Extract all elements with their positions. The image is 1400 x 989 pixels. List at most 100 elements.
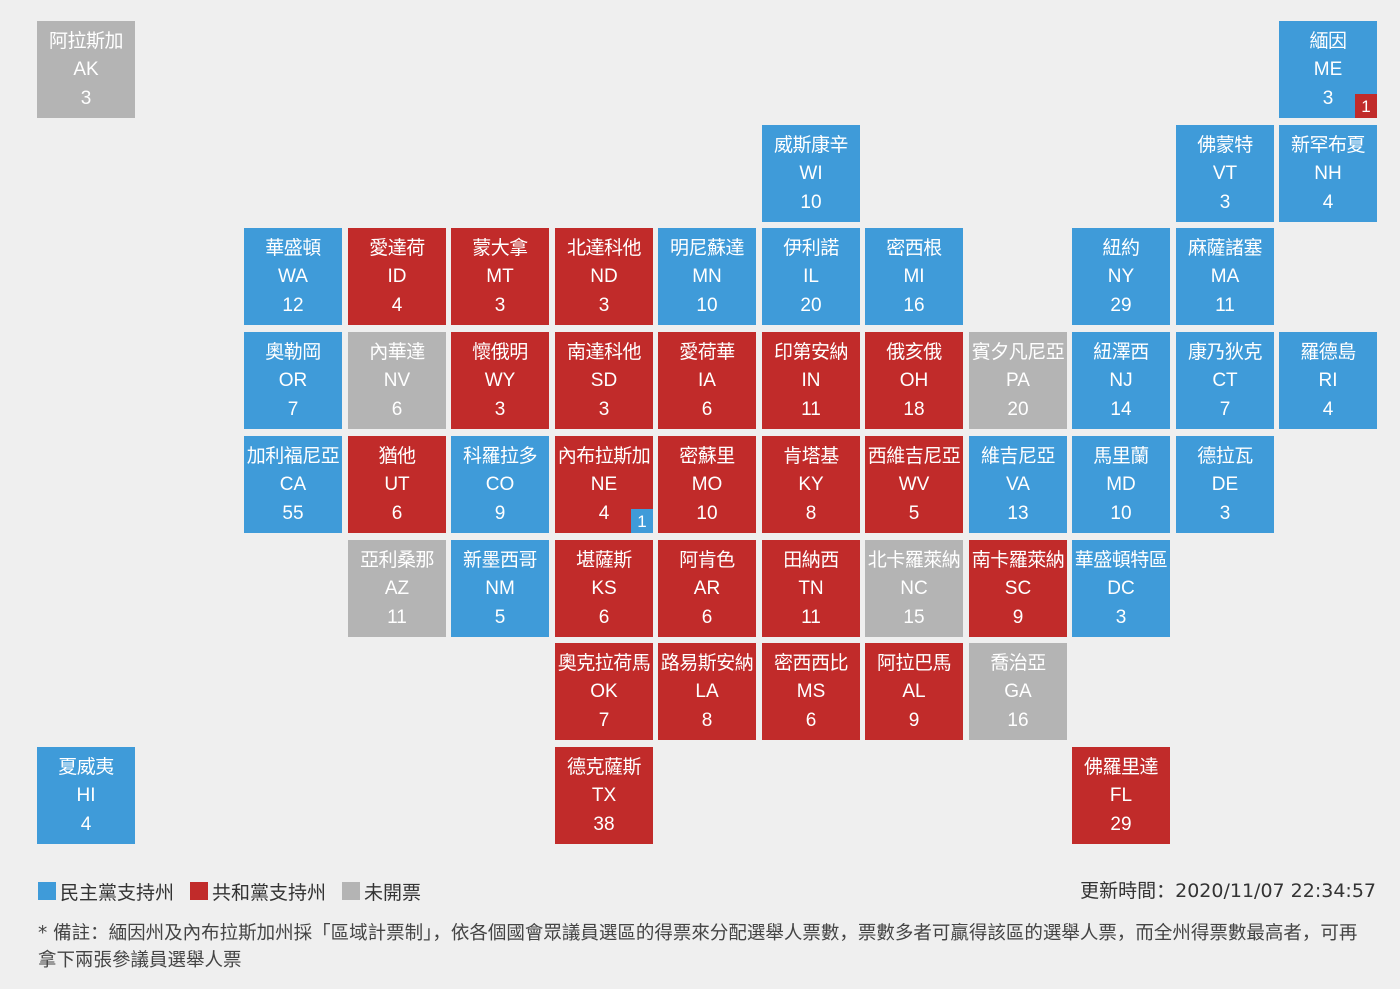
state-name: 明尼蘇達 (669, 236, 745, 259)
state-name: 猶他 (378, 444, 416, 467)
state-tile-ia[interactable]: 愛荷華 IA 6 (658, 332, 756, 429)
legend-item-dem: 民主黨支持州 (38, 878, 174, 905)
state-tile-vt[interactable]: 佛蒙特 VT 3 (1176, 125, 1274, 222)
state-tile-nc[interactable]: 北卡羅萊納 NC 15 (865, 540, 963, 637)
state-tile-la[interactable]: 路易斯安納 LA 8 (658, 643, 756, 740)
state-name: 南卡羅萊納 (971, 548, 1065, 571)
state-tile-va[interactable]: 維吉尼亞 VA 13 (969, 436, 1067, 533)
state-tile-sc[interactable]: 南卡羅萊納 SC 9 (969, 540, 1067, 637)
state-tile-nd[interactable]: 北達科他 ND 3 (555, 228, 653, 325)
state-tile-sd[interactable]: 南達科他 SD 3 (555, 332, 653, 429)
state-tile-ma[interactable]: 麻薩諸塞 MA 11 (1176, 228, 1274, 325)
electoral-votes: 4 (1322, 399, 1334, 421)
electoral-votes: 9 (908, 710, 920, 732)
state-tile-ok[interactable]: 奧克拉荷馬 OK 7 (555, 643, 653, 740)
state-tile-de[interactable]: 德拉瓦 DE 3 (1176, 436, 1274, 533)
state-tile-pa[interactable]: 賓夕凡尼亞 PA 20 (969, 332, 1067, 429)
state-abbr: MA (1210, 265, 1240, 287)
state-tile-ga[interactable]: 喬治亞 GA 16 (969, 643, 1067, 740)
electoral-votes: 8 (805, 503, 817, 525)
state-abbr: HI (76, 784, 96, 806)
state-name: 賓夕凡尼亞 (971, 340, 1065, 363)
state-abbr: ME (1313, 58, 1343, 80)
electoral-votes: 12 (282, 295, 304, 317)
legend-swatch (38, 882, 56, 900)
state-name: 堪薩斯 (576, 548, 632, 571)
electoral-votes: 3 (80, 88, 92, 110)
state-tile-fl[interactable]: 佛羅里達 FL 29 (1072, 747, 1170, 844)
state-tile-ms[interactable]: 密西西比 MS 6 (762, 643, 860, 740)
state-tile-ca[interactable]: 加利福尼亞 CA 55 (244, 436, 342, 533)
state-tile-ct[interactable]: 康乃狄克 CT 7 (1176, 332, 1274, 429)
state-name: 田納西 (783, 548, 839, 571)
electoral-votes: 11 (801, 399, 821, 421)
electoral-votes: 5 (908, 503, 920, 525)
state-tile-wi[interactable]: 威斯康辛 WI 10 (762, 125, 860, 222)
state-tile-wa[interactable]: 華盛頓 WA 12 (244, 228, 342, 325)
electoral-votes: 5 (494, 607, 506, 629)
electoral-votes: 10 (800, 192, 822, 214)
state-abbr: PA (1006, 369, 1030, 391)
state-name: 科羅拉多 (462, 444, 538, 467)
state-abbr: LA (695, 680, 719, 702)
legend-label: 未開票 (364, 881, 422, 904)
state-tile-tx[interactable]: 德克薩斯 TX 38 (555, 747, 653, 844)
state-tile-mn[interactable]: 明尼蘇達 MN 10 (658, 228, 756, 325)
electoral-votes: 8 (701, 710, 713, 732)
state-abbr: AZ (384, 577, 410, 599)
state-tile-ri[interactable]: 羅德島 RI 4 (1279, 332, 1377, 429)
state-tile-id[interactable]: 愛達荷 ID 4 (348, 228, 446, 325)
state-abbr: FL (1109, 784, 1133, 806)
state-name: 新墨西哥 (462, 548, 538, 571)
electoral-votes: 7 (598, 710, 610, 732)
state-name: 威斯康辛 (773, 133, 849, 156)
state-tile-nv[interactable]: 內華達 NV 6 (348, 332, 446, 429)
state-tile-me[interactable]: 緬因 ME 3 1 (1279, 21, 1377, 118)
state-tile-mo[interactable]: 密蘇里 MO 10 (658, 436, 756, 533)
state-tile-dc[interactable]: 華盛頓特區 DC 3 (1072, 540, 1170, 637)
state-tile-mi[interactable]: 密西根 MI 16 (865, 228, 963, 325)
electoral-votes: 4 (598, 503, 610, 525)
state-tile-co[interactable]: 科羅拉多 CO 9 (451, 436, 549, 533)
state-tile-in[interactable]: 印第安納 IN 11 (762, 332, 860, 429)
state-abbr: DC (1107, 577, 1135, 599)
state-tile-oh[interactable]: 俄亥俄 OH 18 (865, 332, 963, 429)
state-name: 麻薩諸塞 (1187, 236, 1263, 259)
state-tile-ny[interactable]: 紐約 NY 29 (1072, 228, 1170, 325)
state-tile-ky[interactable]: 肯塔基 KY 8 (762, 436, 860, 533)
electoral-votes: 4 (391, 295, 403, 317)
state-tile-mt[interactable]: 蒙大拿 MT 3 (451, 228, 549, 325)
state-tile-nm[interactable]: 新墨西哥 NM 5 (451, 540, 549, 637)
electoral-votes: 3 (494, 295, 506, 317)
state-tile-ar[interactable]: 阿肯色 AR 6 (658, 540, 756, 637)
state-abbr: IA (698, 369, 716, 391)
state-tile-al[interactable]: 阿拉巴馬 AL 9 (865, 643, 963, 740)
state-tile-ut[interactable]: 猶他 UT 6 (348, 436, 446, 533)
state-tile-tn[interactable]: 田納西 TN 11 (762, 540, 860, 637)
state-abbr: OH (899, 369, 929, 391)
state-tile-wy[interactable]: 懷俄明 WY 3 (451, 332, 549, 429)
state-name: 德拉瓦 (1197, 444, 1253, 467)
state-abbr: OR (278, 369, 308, 391)
state-tile-az[interactable]: 亞利桑那 AZ 11 (348, 540, 446, 637)
electoral-votes: 6 (598, 607, 610, 629)
state-tile-or[interactable]: 奧勒岡 OR 7 (244, 332, 342, 429)
state-tile-md[interactable]: 馬里蘭 MD 10 (1072, 436, 1170, 533)
state-name: 愛達荷 (369, 236, 425, 259)
state-tile-nh[interactable]: 新罕布夏 NH 4 (1279, 125, 1377, 222)
electoral-votes: 16 (1007, 710, 1029, 732)
state-tile-ak[interactable]: 阿拉斯加 AK 3 (37, 21, 135, 118)
state-tile-il[interactable]: 伊利諾 IL 20 (762, 228, 860, 325)
electoral-votes: 3 (1115, 607, 1127, 629)
state-tile-nj[interactable]: 紐澤西 NJ 14 (1072, 332, 1170, 429)
state-tile-ks[interactable]: 堪薩斯 KS 6 (555, 540, 653, 637)
state-abbr: NC (900, 577, 928, 599)
state-abbr: DE (1211, 473, 1239, 495)
electoral-votes: 9 (494, 503, 506, 525)
state-tile-hi[interactable]: 夏威夷 HI 4 (37, 747, 135, 844)
state-tile-wv[interactable]: 西維吉尼亞 WV 5 (865, 436, 963, 533)
state-name: 加利福尼亞 (246, 444, 340, 467)
state-tile-ne[interactable]: 內布拉斯加 NE 4 1 (555, 436, 653, 533)
footnote: * 備註：緬因州及內布拉斯加州採「區域計票制」，依各個國會眾議員選區的得票來分配… (38, 923, 1358, 971)
state-abbr: WI (799, 162, 823, 184)
